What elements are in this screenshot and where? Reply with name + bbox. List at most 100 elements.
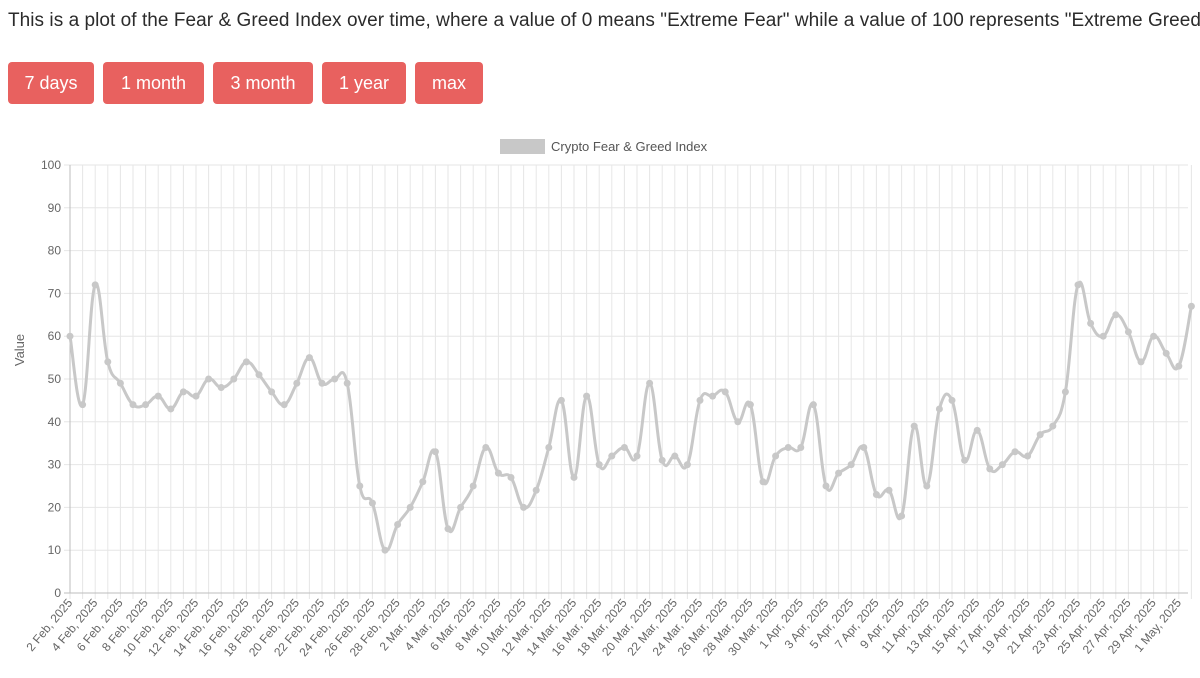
data-point[interactable] (293, 379, 301, 387)
data-point[interactable] (154, 392, 162, 400)
data-point[interactable] (709, 392, 717, 400)
data-point[interactable] (898, 512, 906, 520)
range-7-days-button[interactable]: 7 days (8, 62, 94, 104)
data-point[interactable] (759, 478, 767, 486)
data-point[interactable] (507, 473, 515, 481)
range-1-year-button[interactable]: 1 year (322, 62, 406, 104)
data-point[interactable] (1099, 332, 1107, 340)
data-point[interactable] (1061, 388, 1069, 396)
data-point[interactable] (482, 443, 490, 451)
data-point[interactable] (318, 379, 326, 387)
data-point[interactable] (847, 461, 855, 469)
data-point[interactable] (721, 388, 729, 396)
data-point[interactable] (66, 332, 74, 340)
chart-legend[interactable]: Crypto Fear & Greed Index (500, 139, 708, 154)
data-point[interactable] (1124, 328, 1132, 336)
data-point[interactable] (394, 521, 402, 529)
data-point[interactable] (444, 525, 452, 533)
data-point[interactable] (305, 354, 313, 362)
data-point[interactable] (129, 401, 137, 409)
data-point[interactable] (419, 478, 427, 486)
range-3-month-button[interactable]: 3 month (213, 62, 313, 104)
data-point[interactable] (570, 473, 578, 481)
data-point[interactable] (608, 452, 616, 460)
data-point[interactable] (1049, 422, 1057, 430)
data-point[interactable] (1175, 362, 1183, 370)
data-point[interactable] (192, 392, 200, 400)
data-point[interactable] (1036, 431, 1044, 439)
data-point[interactable] (872, 491, 880, 499)
data-point[interactable] (431, 448, 439, 456)
data-point[interactable] (620, 443, 628, 451)
data-point[interactable] (835, 469, 843, 477)
legend-label: Crypto Fear & Greed Index (551, 139, 708, 154)
data-point[interactable] (1011, 448, 1019, 456)
data-point[interactable] (797, 443, 805, 451)
data-point[interactable] (545, 443, 553, 451)
data-point[interactable] (734, 418, 742, 426)
data-point[interactable] (595, 461, 603, 469)
data-point[interactable] (583, 392, 591, 400)
data-point[interactable] (343, 379, 351, 387)
data-point[interactable] (331, 375, 339, 383)
data-point[interactable] (696, 396, 704, 404)
data-point[interactable] (242, 358, 250, 366)
data-point[interactable] (255, 371, 263, 379)
data-point[interactable] (961, 456, 969, 464)
data-point[interactable] (822, 482, 830, 490)
data-point[interactable] (1024, 452, 1032, 460)
data-point[interactable] (923, 482, 931, 490)
data-point[interactable] (167, 405, 175, 413)
data-point[interactable] (860, 443, 868, 451)
data-point[interactable] (1087, 319, 1095, 327)
y-tick-label: 60 (48, 329, 62, 343)
data-point[interactable] (986, 465, 994, 473)
data-point[interactable] (104, 358, 112, 366)
data-point[interactable] (520, 503, 528, 511)
data-point[interactable] (998, 461, 1006, 469)
data-point[interactable] (494, 469, 502, 477)
data-point[interactable] (142, 401, 150, 409)
data-point[interactable] (784, 443, 792, 451)
data-point[interactable] (79, 401, 87, 409)
y-tick-label: 100 (41, 158, 61, 172)
data-point[interactable] (1112, 311, 1120, 319)
data-point[interactable] (809, 401, 817, 409)
range-1-month-button[interactable]: 1 month (103, 62, 204, 104)
data-point[interactable] (91, 281, 99, 289)
data-point[interactable] (746, 401, 754, 409)
data-point[interactable] (406, 503, 414, 511)
data-point[interactable] (381, 546, 389, 554)
data-point[interactable] (457, 503, 465, 511)
data-point[interactable] (1150, 332, 1158, 340)
data-point[interactable] (1137, 358, 1145, 366)
data-point[interactable] (368, 499, 376, 507)
data-point[interactable] (646, 379, 654, 387)
data-point[interactable] (948, 396, 956, 404)
data-point[interactable] (772, 452, 780, 460)
data-point[interactable] (280, 401, 288, 409)
range-max-button[interactable]: max (415, 62, 483, 104)
data-point[interactable] (658, 456, 666, 464)
data-point[interactable] (268, 388, 276, 396)
data-point[interactable] (633, 452, 641, 460)
data-point[interactable] (973, 426, 981, 434)
data-point[interactable] (557, 396, 565, 404)
data-point[interactable] (217, 384, 225, 392)
data-point[interactable] (532, 486, 540, 494)
series-line-group (68, 280, 1193, 553)
data-point[interactable] (1074, 281, 1082, 289)
data-point[interactable] (1187, 302, 1195, 310)
data-point[interactable] (683, 461, 691, 469)
data-point[interactable] (1162, 349, 1170, 357)
data-point[interactable] (356, 482, 364, 490)
data-point[interactable] (230, 375, 238, 383)
data-point[interactable] (205, 375, 213, 383)
data-point[interactable] (910, 422, 918, 430)
data-point[interactable] (671, 452, 679, 460)
data-point[interactable] (116, 379, 124, 387)
data-point[interactable] (179, 388, 187, 396)
data-point[interactable] (885, 486, 893, 494)
data-point[interactable] (935, 405, 943, 413)
data-point[interactable] (469, 482, 477, 490)
